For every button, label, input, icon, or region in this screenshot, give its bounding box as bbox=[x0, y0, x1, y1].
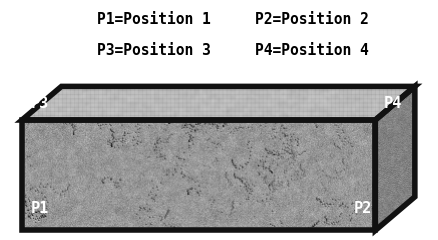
Text: P2=Position 2: P2=Position 2 bbox=[254, 12, 367, 27]
Text: P3=Position 3: P3=Position 3 bbox=[96, 43, 210, 58]
Text: P1: P1 bbox=[31, 201, 49, 216]
Polygon shape bbox=[374, 86, 414, 230]
Text: P3: P3 bbox=[31, 96, 49, 111]
Polygon shape bbox=[22, 120, 374, 230]
Text: P4: P4 bbox=[383, 96, 402, 111]
Text: P1=Position 1: P1=Position 1 bbox=[96, 12, 210, 27]
Text: P2: P2 bbox=[353, 201, 371, 216]
Text: P4=Position 4: P4=Position 4 bbox=[254, 43, 367, 58]
Polygon shape bbox=[22, 86, 414, 120]
